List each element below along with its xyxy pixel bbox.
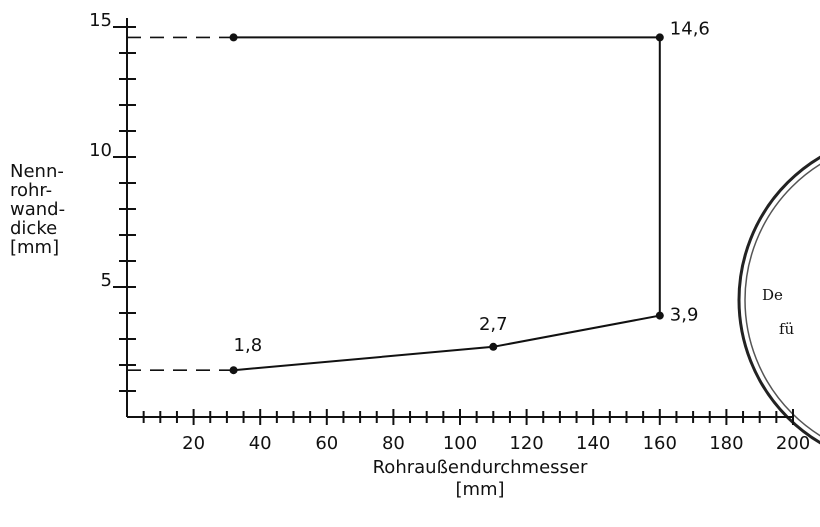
data-point xyxy=(229,33,238,42)
value-label: 2,7 xyxy=(479,314,508,335)
y-tick-label: 15 xyxy=(89,10,112,31)
x-tick-label: 100 xyxy=(443,433,477,454)
x-tick-label: 60 xyxy=(315,433,338,454)
y-axis-label: Nenn- xyxy=(10,161,64,182)
x-tick-label: 140 xyxy=(576,433,610,454)
data-line xyxy=(233,36,661,372)
x-tick-label: 160 xyxy=(643,433,677,454)
data-point xyxy=(655,311,664,320)
data-point xyxy=(655,33,664,42)
x-tick-label: 120 xyxy=(509,433,543,454)
x-axis-label: [mm] xyxy=(455,479,504,500)
y-tick-label: 10 xyxy=(89,140,112,161)
y-axis-label: dicke xyxy=(10,218,57,239)
value-label: 14,6 xyxy=(670,18,710,39)
x-tick-label: 200 xyxy=(776,433,810,454)
y-axis-label: [mm] xyxy=(10,237,59,258)
stamp-ring xyxy=(744,163,820,437)
stamp-text: De xyxy=(762,286,783,304)
x-tick-label: 180 xyxy=(709,433,743,454)
y-tick-label: 5 xyxy=(101,270,112,291)
x-tick-label: 40 xyxy=(249,433,272,454)
x-axis-label: Rohraußendurchmesser xyxy=(373,457,588,478)
y-axis-label: wand- xyxy=(10,199,65,220)
data-point xyxy=(489,342,498,351)
stamp-text: fü xyxy=(779,320,795,338)
x-tick-label: 80 xyxy=(382,433,405,454)
y-axis-label: rohr- xyxy=(10,180,52,201)
data-point xyxy=(229,366,238,375)
value-label: 1,8 xyxy=(234,335,263,356)
value-label: 3,9 xyxy=(670,305,699,326)
x-tick-label: 20 xyxy=(182,433,205,454)
stamp-ring xyxy=(737,155,820,445)
